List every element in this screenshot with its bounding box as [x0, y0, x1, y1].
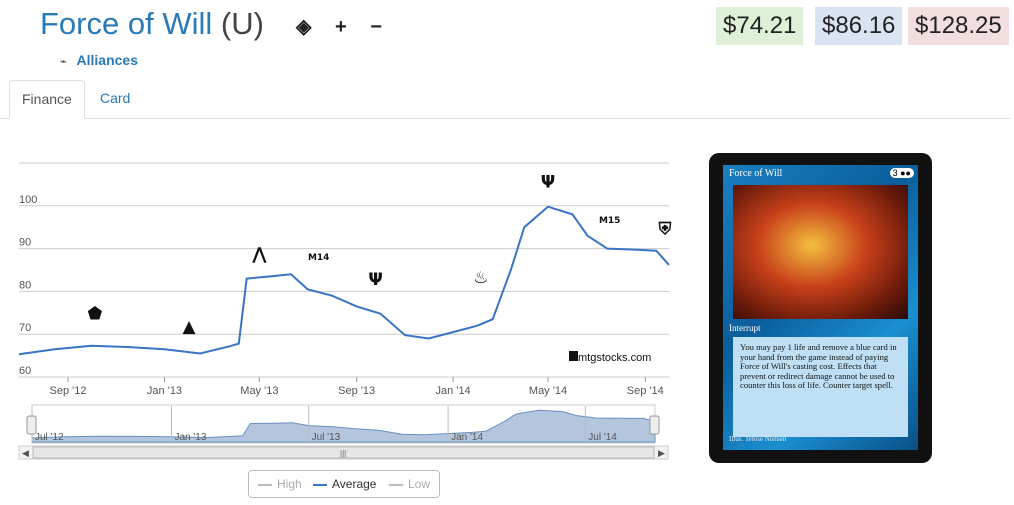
legend-item-low[interactable]: Low — [389, 471, 430, 497]
y-tick-label: 100 — [19, 194, 37, 206]
scrollbar[interactable]: ||| ◀ ▶ — [18, 445, 669, 460]
card-rarity: (U) — [220, 6, 264, 41]
set-release-icon: Ψ — [368, 270, 382, 290]
watermark-text: mtgstocks.com — [578, 352, 651, 364]
price-average: $86.16 — [815, 7, 903, 45]
set-release-icon: ⛨ — [658, 219, 672, 239]
y-tick-label: 70 — [19, 322, 31, 334]
set-symbol-icon: ⌁ — [60, 56, 67, 68]
price-high: $128.25 — [908, 7, 1009, 45]
y-tick-label: 60 — [19, 365, 31, 377]
navigator-tick-label: Jan '13 — [174, 432, 206, 443]
x-tick-label: Jan '14 — [436, 385, 471, 397]
navigator-area — [31, 409, 656, 443]
tab-finance[interactable]: Finance — [9, 80, 85, 119]
y-tick-label: 80 — [19, 279, 31, 291]
navigator[interactable]: Jul '12 Jan '13 Jul '13 Jan '14 Jul '14 — [26, 404, 660, 444]
legend-item-high[interactable]: High — [258, 471, 302, 497]
card-art — [733, 185, 908, 319]
set-release-icon: ♨ — [473, 268, 488, 288]
eye-icon[interactable]: ◈ — [296, 16, 312, 38]
scroll-left-arrow-icon[interactable]: ◀ — [22, 448, 29, 458]
tab-card[interactable]: Card — [100, 90, 131, 106]
set-release-icon: ⋀ — [252, 244, 267, 264]
navigator-tick-label: Jul '14 — [588, 432, 617, 443]
chart-legend: High Average Low — [248, 470, 440, 498]
set-row: ⌁ Alliances — [60, 52, 138, 68]
y-tick-label: 90 — [19, 237, 31, 249]
card-name: Force of Will — [40, 6, 213, 41]
svg-text:|||: ||| — [340, 449, 346, 458]
set-release-icon: M15 — [599, 216, 620, 226]
title-actions: ◈ + − — [296, 14, 400, 39]
card-image-name: Force of Will — [729, 168, 783, 179]
watermark: mtgstocks.com — [569, 351, 651, 364]
price-low: $74.21 — [716, 7, 804, 45]
plus-icon[interactable]: + — [334, 16, 347, 38]
average-price-line — [18, 205, 670, 356]
set-release-icon: Ψ — [541, 172, 555, 192]
x-tick-label: Jan '13 — [147, 385, 182, 397]
navigator-tick-label: Jul '12 — [35, 432, 64, 443]
scrollbar-thumb[interactable] — [32, 446, 655, 459]
card-image: Force of Will 3 ●● Interrupt You may pay… — [709, 153, 932, 463]
tab-bar: Finance Card — [0, 80, 1010, 119]
card-image-text: You may pay 1 life and remove a blue car… — [733, 337, 908, 437]
x-tick-label: May '14 — [529, 385, 567, 397]
x-tick-label: Sep '14 — [627, 385, 664, 397]
x-tick-label: Sep '12 — [50, 385, 87, 397]
legend-item-average[interactable]: Average — [313, 471, 376, 497]
x-tick-label: Sep '13 — [338, 385, 375, 397]
set-release-icon: M14 — [308, 253, 329, 263]
x-tick-label: May '13 — [240, 385, 278, 397]
set-release-icon: ▲ — [182, 317, 196, 337]
navigator-right-handle[interactable] — [649, 415, 660, 435]
scroll-right-arrow-icon[interactable]: ▶ — [658, 448, 665, 458]
card-title: Force of Will (U) — [40, 6, 264, 42]
card-image-illustrator: Illus. Terese Nielsen — [729, 435, 787, 443]
set-release-icon: ⬟ — [88, 304, 103, 324]
set-link[interactable]: Alliances — [76, 52, 138, 68]
navigator-tick-label: Jan '14 — [451, 432, 483, 443]
navigator-left-handle[interactable] — [26, 415, 37, 435]
minus-icon[interactable]: − — [370, 16, 382, 38]
price-chart: 60 70 80 90 100 Sep '12 Jan '13 May '13 Sep '13… — [18, 162, 672, 460]
navigator-tick-label: Jul '13 — [312, 432, 341, 443]
card-image-type: Interrupt — [729, 323, 761, 333]
card-image-cost: 3 ●● — [889, 168, 914, 178]
